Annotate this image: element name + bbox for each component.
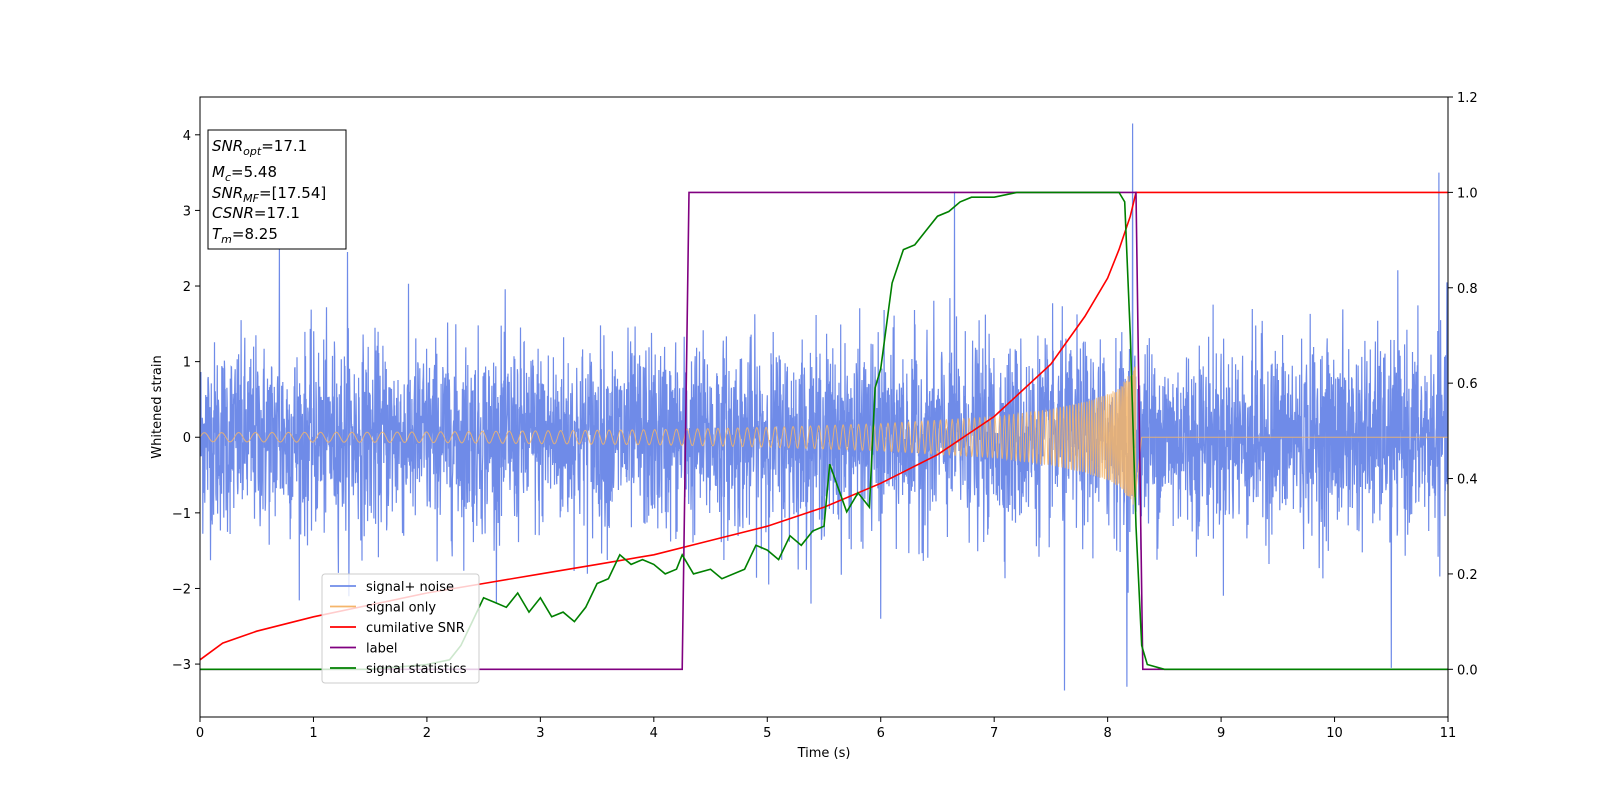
x-axis: 0 1 2 3 4 5 6 7 8 9 10 11 [196,717,1456,741]
x-tick-label: 0 [196,726,204,741]
x-tick-label: 4 [650,726,658,741]
info-line: Mc=5.48 [212,163,277,184]
y-tick-label: 1 [183,356,191,371]
series-line-signal-statistics [200,191,1448,671]
x-axis-label: Time (s) [797,746,851,761]
plot-frame [199,96,1449,718]
x-tick-label: 6 [877,726,885,741]
y2-tick-label: 0.0 [1457,663,1478,678]
y-tick-label: −3 [172,658,191,673]
y-axis-right: 0.0 0.2 0.4 0.6 0.8 1.0 1.2 [1448,91,1478,678]
legend-label-signal-statistics: signal statistics [366,662,467,677]
x-tick-label: 8 [1103,726,1111,741]
y-tick-label: 3 [183,204,191,219]
series-line-signal-only [200,366,1448,505]
x-tick-label: 3 [536,726,544,741]
y2-tick-label: 1.2 [1457,91,1478,106]
y2-tick-label: 1.0 [1457,186,1478,201]
legend-label-label: label [366,642,397,657]
info-line: Tm=8.25 [212,225,278,246]
legend-label-signal-noise: signal+ noise [366,580,454,595]
y2-tick-label: 0.8 [1457,282,1478,297]
x-tick-label: 7 [990,726,998,741]
legend: signal+ noise signal only cumilative SNR la… [321,573,480,684]
y2-tick-label: 0.2 [1457,568,1478,583]
x-tick-label: 1 [309,726,317,741]
y-tick-label: −2 [172,582,191,597]
y-tick-label: 4 [183,129,191,144]
x-tick-label: 10 [1326,726,1343,741]
y-tick-label: −1 [172,507,191,522]
y-axis-left: −3 −2 −1 0 1 2 3 4 [172,129,200,673]
legend-label-signal-only: signal only [366,601,436,616]
y2-tick-label: 0.4 [1457,473,1478,488]
info-line: SNRopt=17.1 [212,137,307,158]
y-tick-label: 0 [183,431,191,446]
x-tick-label: 9 [1217,726,1225,741]
x-tick-label: 2 [423,726,431,741]
legend-label-cumilative-snr: cumilative SNR [366,621,465,636]
y2-tick-label: 0.6 [1457,377,1478,392]
x-tick-label: 11 [1440,726,1457,741]
info-line: SNRMF=[17.54] [212,184,326,205]
y-axis-label: Whitened strain [150,355,165,458]
y-tick-label: 2 [183,280,191,295]
info-line: CSNR=17.1 [212,204,300,222]
info-box: SNRopt=17.1 Mc=5.48SNRMF=[17.54]CSNR=17.1… [207,129,347,250]
x-tick-label: 5 [763,726,771,741]
